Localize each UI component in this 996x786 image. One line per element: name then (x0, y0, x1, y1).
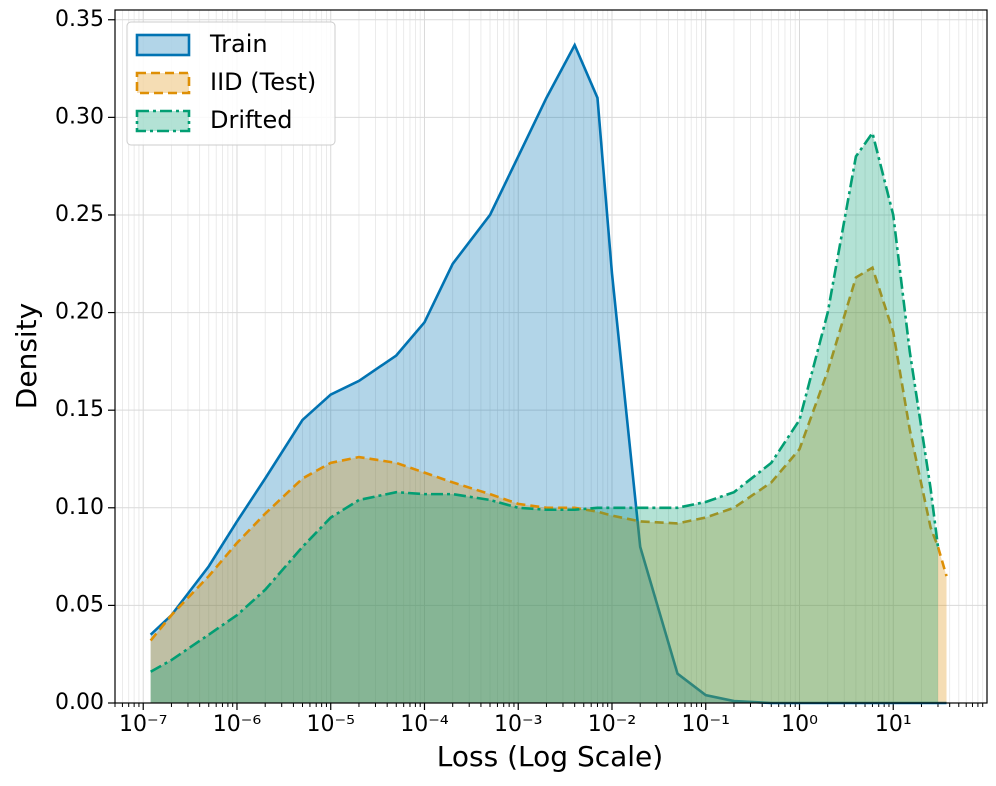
x-tick-label: 10⁻⁶ (213, 712, 262, 737)
legend-swatch (135, 109, 191, 133)
x-tick-label: 10⁻¹ (682, 712, 730, 737)
area (150, 45, 947, 704)
y-tick-label: 0.20 (55, 300, 104, 325)
legend-swatch (135, 33, 191, 57)
x-tick-label: 10⁻³ (494, 712, 542, 737)
y-tick-label: 0.35 (55, 7, 104, 32)
y-tick-label: 0.00 (55, 690, 104, 715)
y-axis-label: Density (10, 303, 43, 409)
y-tick-label: 0.15 (55, 397, 104, 422)
x-tick-label: 10⁻⁷ (119, 712, 167, 737)
x-tick-label: 10⁻⁴ (400, 712, 449, 737)
x-tick-label: 10⁻⁵ (307, 712, 355, 737)
x-tick-label: 10⁰ (781, 712, 818, 737)
line (150, 129, 940, 673)
legend-label: IID (Test) (210, 68, 316, 96)
line (149, 265, 948, 642)
y-tick-label: 0.25 (55, 202, 104, 227)
legend: Train IID (Test) Drifted (126, 21, 336, 146)
y-tick-label: 0.05 (55, 592, 104, 617)
y-tick-label: 0.30 (55, 104, 104, 129)
legend-label: Train (209, 30, 268, 58)
legend-label: Drifted (210, 106, 292, 134)
x-axis-label: Loss (Log Scale) (437, 740, 663, 773)
legend-box (126, 21, 336, 146)
area (150, 267, 947, 703)
legend-swatch (135, 71, 191, 95)
plot-frame (114, 9, 988, 704)
x-tick-label: 10⁻² (588, 712, 636, 737)
area (150, 132, 938, 703)
x-tick-label: 10¹ (875, 712, 912, 737)
y-tick-label: 0.10 (55, 495, 104, 520)
